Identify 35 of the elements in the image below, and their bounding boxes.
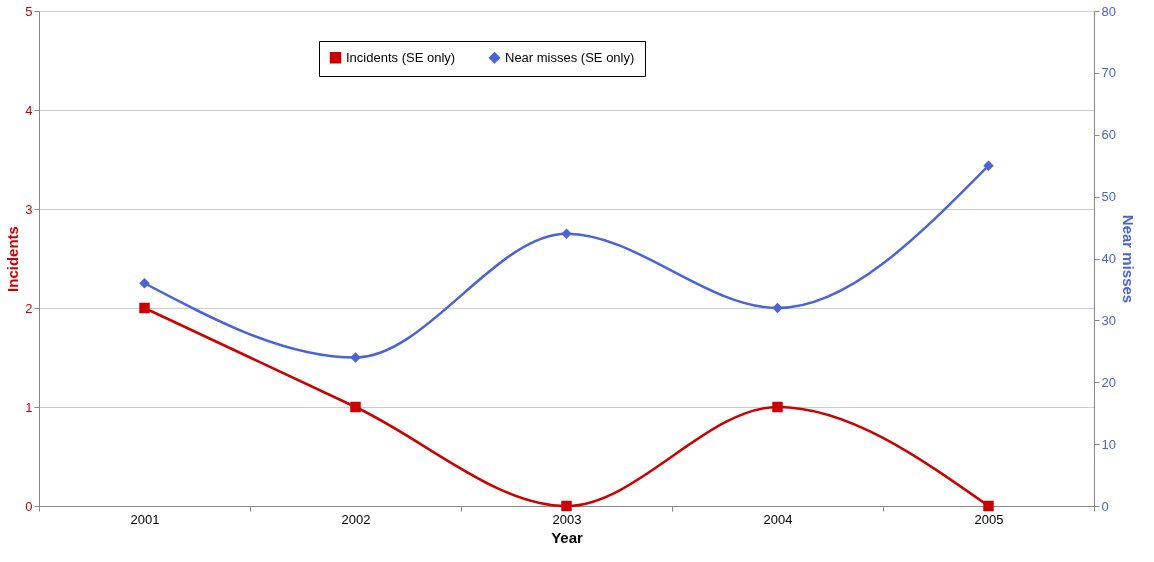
y2-tick-label: 80 (1101, 3, 1116, 19)
x-tick-label: 2005 (974, 511, 1004, 527)
legend-label: Near misses (SE only) (505, 49, 635, 65)
y-tick-label: 5 (25, 3, 33, 19)
x-tick-label: 2004 (763, 511, 793, 527)
y-tick-label: 1 (25, 399, 33, 415)
y2-tick-label: 30 (1101, 312, 1116, 328)
point (983, 160, 994, 171)
x-tick-label: 2001 (130, 511, 160, 527)
y2-tick-label: 40 (1101, 251, 1116, 266)
point (561, 500, 572, 512)
point (139, 302, 150, 314)
y2-tick-label: 0 (1101, 498, 1109, 514)
y2-tick-label: 70 (1101, 65, 1116, 81)
point (350, 401, 361, 413)
x-tick-label: 2003 (552, 511, 582, 527)
point (350, 352, 361, 363)
y-tick-label: 3 (25, 201, 33, 217)
point (983, 500, 994, 512)
x-axis-title: Year (551, 528, 584, 546)
point (139, 278, 150, 289)
y2-tick-label: 20 (1101, 374, 1116, 390)
y2-axis-title: Near misses (1119, 214, 1137, 304)
y-tick-label: 2 (25, 300, 33, 316)
y-tick-label: 0 (25, 498, 33, 514)
point (561, 228, 572, 239)
y-axis-title: Incidents (4, 226, 22, 292)
point (772, 401, 783, 413)
y2-tick-label: 60 (1101, 127, 1116, 143)
legend-label: Incidents (SE only) (346, 49, 456, 65)
y2-tick-label: 50 (1101, 189, 1116, 205)
y-tick-label: 4 (25, 102, 33, 118)
point (772, 302, 783, 314)
y2-tick-label: 10 (1101, 436, 1116, 452)
x-tick-label: 2002 (341, 511, 371, 527)
